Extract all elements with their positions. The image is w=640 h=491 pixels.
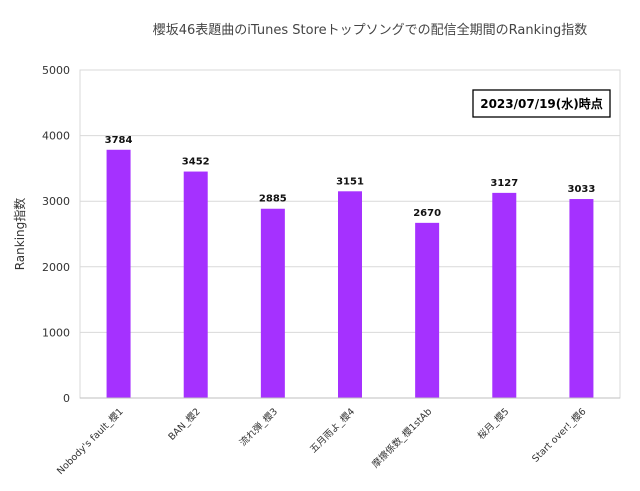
annotation-box [472,89,611,118]
bar [338,191,362,398]
data-label: 2885 [259,194,287,205]
x-tick-label: Nobody's fault_櫻1 [54,406,125,477]
data-labels: 3784 3452 2885 3151 2670 3127 3033 [105,135,596,219]
y-tick-label: 2000 [42,261,70,274]
data-label: 2670 [413,208,441,219]
bar [492,192,517,398]
data-label: 3784 [105,135,133,146]
y-tick-label: 1000 [42,326,70,339]
data-label: 3127 [490,178,518,189]
date-annotation: 2023/07/19(水)時点 [480,96,603,111]
y-axis-ticks: 0 1000 2000 3000 4000 5000 [42,64,70,405]
bar [183,171,208,398]
data-label: 3151 [336,176,364,187]
x-tick-label: 五月雨よ_櫻4 [307,406,357,456]
y-tick-label: 3000 [42,195,70,208]
x-tick-label: Start over!_櫻6 [529,406,588,465]
data-label: 3033 [568,184,596,195]
y-tick-label: 5000 [42,64,70,77]
data-label: 3452 [182,157,210,168]
bar [569,199,594,398]
bars [106,149,594,398]
y-tick-label: 0 [63,392,70,405]
chart-title: 櫻坂46表題曲のiTunes Storeトップソングでの配信全期間のRankin… [153,22,587,38]
bar [106,149,131,398]
bar [260,208,285,398]
x-axis-ticks: Nobody's fault_櫻1 BAN_櫻2 流れ弾_櫻3 五月雨よ_櫻4 摩擦係数… [54,406,588,477]
y-axis-label: Ranking指数 [12,198,27,271]
x-tick-label: 桜月_櫻5 [475,406,511,442]
x-tick-label: BAN_櫻2 [166,406,203,443]
y-tick-label: 4000 [42,130,70,143]
bar [415,222,440,398]
x-tick-label: 摩擦係数_櫻1stAb [370,406,435,471]
x-tick-label: 流れ弾_櫻3 [237,406,280,449]
